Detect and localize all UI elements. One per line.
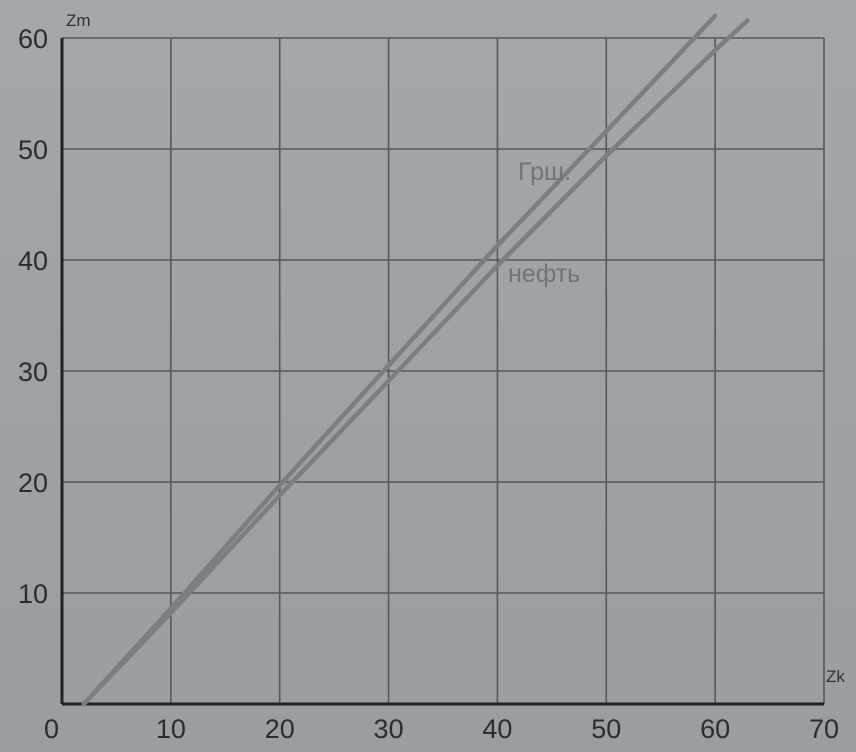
x-tick-label: 50 <box>591 714 621 744</box>
x-tick-label: 10 <box>156 714 186 744</box>
x-tick-label: 20 <box>265 714 295 744</box>
x-tick-label: 60 <box>700 714 730 744</box>
y-tick-label: 20 <box>18 468 48 498</box>
series-point <box>278 494 281 497</box>
series-point <box>170 607 172 610</box>
y-tick-label: 50 <box>18 135 48 165</box>
x-axis-label: Zk <box>826 667 845 686</box>
series-point <box>170 612 172 614</box>
series-point <box>605 130 608 133</box>
x-tick-label: 70 <box>809 714 839 744</box>
series-point <box>278 484 281 487</box>
series-point <box>496 244 499 247</box>
series-point <box>714 49 716 52</box>
series-point <box>82 703 85 705</box>
series-point <box>496 264 499 267</box>
series-line-0 <box>81 13 718 707</box>
x-tick-label: 30 <box>374 714 404 744</box>
y-tick-label: 30 <box>18 357 48 387</box>
series-point <box>387 364 390 367</box>
series-point <box>605 154 608 157</box>
x-tick-label: 0 <box>44 714 59 744</box>
y-axis-label: Zm <box>66 11 91 30</box>
axes <box>60 38 824 706</box>
y-tick-label: 10 <box>18 579 48 609</box>
series-point <box>714 15 716 17</box>
series-line-1 <box>81 17 751 707</box>
series-lines <box>81 13 751 707</box>
series-label-grsh: Грш. <box>518 158 571 186</box>
series-point <box>747 19 749 22</box>
y-tick-label: 60 <box>18 24 48 54</box>
series-point <box>387 380 390 382</box>
series-label-neft: нефть <box>508 260 580 288</box>
tick-labels: 0 10 20 30 40 50 60 70 10 20 30 40 50 60 <box>18 24 839 744</box>
y-tick-label: 40 <box>18 246 48 276</box>
x-tick-label: 40 <box>482 714 512 744</box>
